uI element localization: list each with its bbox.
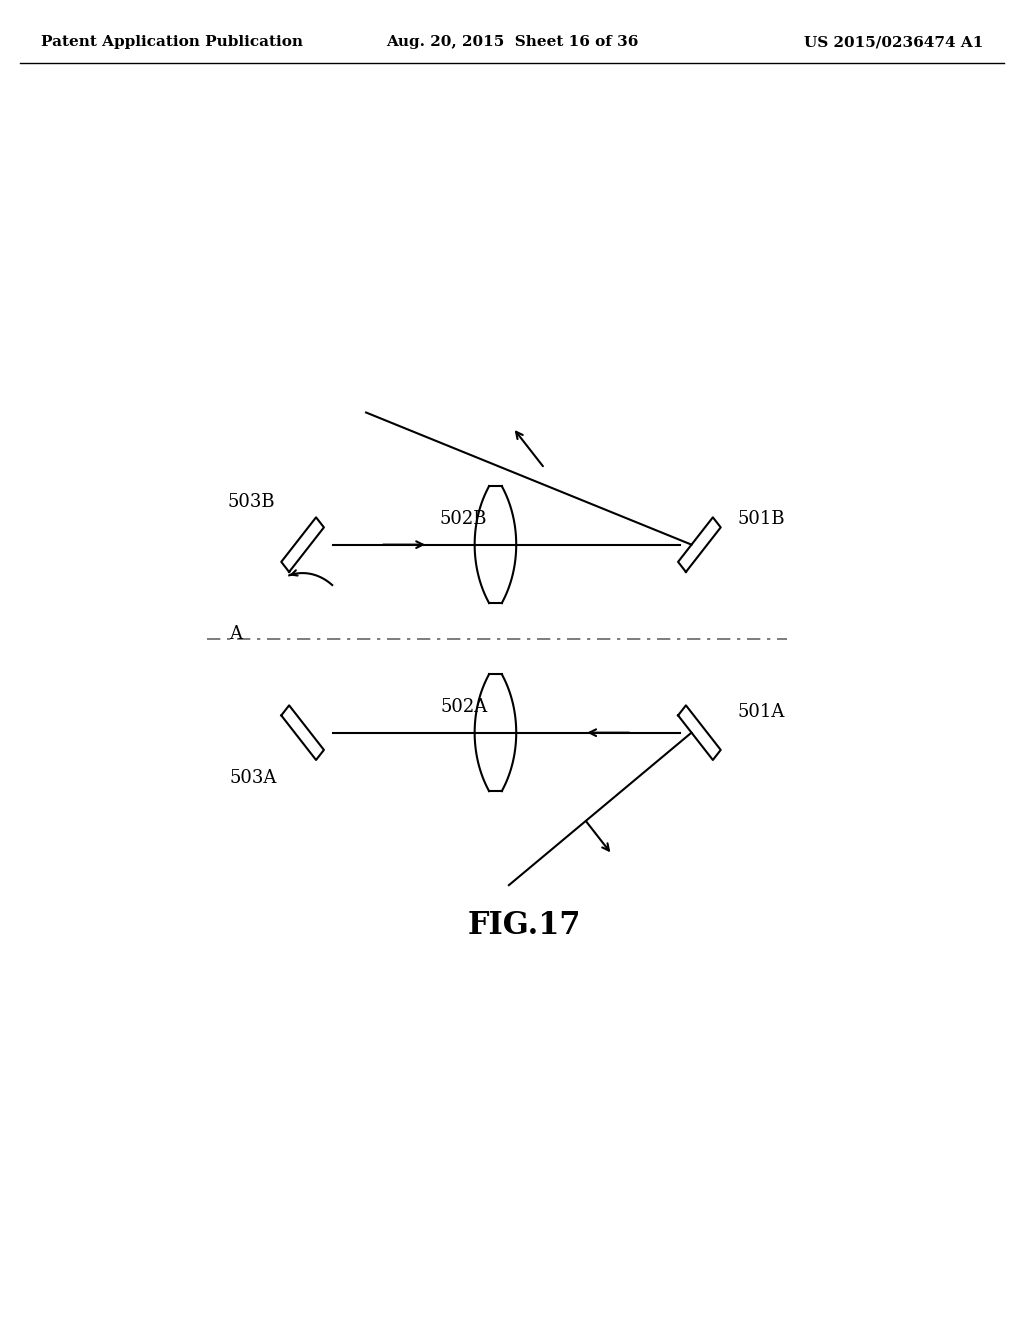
Text: 502B: 502B — [440, 511, 487, 528]
Text: Aug. 20, 2015  Sheet 16 of 36: Aug. 20, 2015 Sheet 16 of 36 — [386, 36, 638, 49]
Text: 502A: 502A — [440, 698, 487, 717]
Text: 501B: 501B — [737, 511, 785, 528]
Text: 503B: 503B — [227, 492, 274, 511]
Text: A: A — [228, 626, 242, 643]
Text: 501A: 501A — [737, 704, 784, 721]
Text: FIG.17: FIG.17 — [468, 911, 582, 941]
Text: 503A: 503A — [229, 770, 278, 788]
Text: Patent Application Publication: Patent Application Publication — [41, 36, 303, 49]
Text: US 2015/0236474 A1: US 2015/0236474 A1 — [804, 36, 983, 49]
